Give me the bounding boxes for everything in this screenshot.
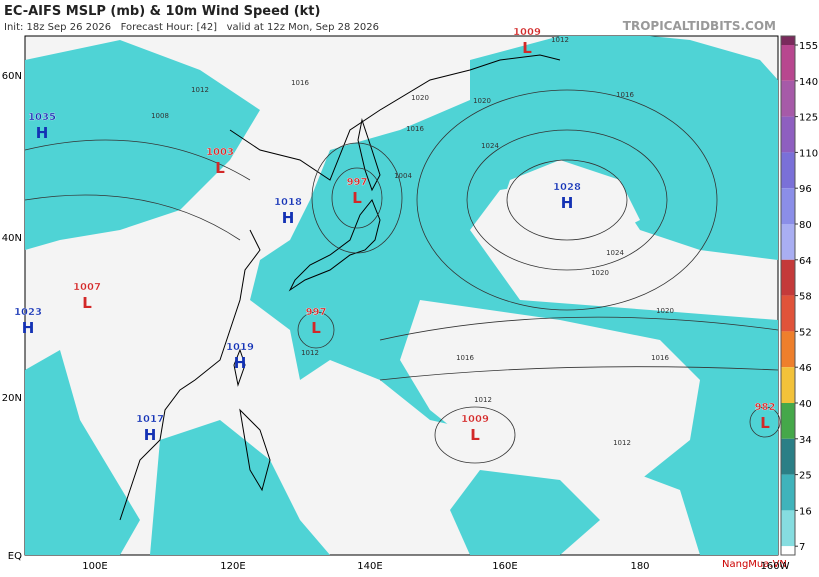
center-letter: L bbox=[82, 294, 92, 312]
isobar-label: 1020 bbox=[591, 269, 609, 277]
colorbar-segment bbox=[781, 80, 795, 117]
colorbar-segment bbox=[781, 474, 795, 511]
colorbar-label: 25 bbox=[799, 471, 812, 482]
center-letter: L bbox=[352, 189, 362, 207]
center-pressure: 1019 bbox=[226, 342, 254, 353]
isobars bbox=[24, 89, 781, 464]
center-pressure: 1009 bbox=[461, 414, 489, 425]
colorbar-segment bbox=[781, 259, 795, 296]
watermark: NangMua.VN bbox=[722, 559, 787, 570]
isobar-label: 1012 bbox=[474, 396, 492, 404]
isobar-label: 1012 bbox=[613, 439, 631, 447]
isobar-label: 1016 bbox=[456, 354, 474, 362]
colorbar-label: 58 bbox=[799, 292, 812, 303]
colorbar-label: 64 bbox=[799, 256, 812, 267]
lon-label: 140E bbox=[357, 561, 382, 572]
center-pressure: 1003 bbox=[206, 147, 234, 158]
lat-label: EQ bbox=[8, 551, 22, 562]
lon-label: 100E bbox=[82, 561, 107, 572]
lon-label: 160E bbox=[492, 561, 517, 572]
center-letter: H bbox=[561, 194, 574, 212]
isobar-label: 1016 bbox=[616, 91, 634, 99]
calm-areas bbox=[400, 160, 700, 480]
isobar-label: 1016 bbox=[291, 79, 309, 87]
isobar-label: 1024 bbox=[481, 142, 499, 150]
isobar-label: 1020 bbox=[473, 97, 491, 105]
colorbar-segment bbox=[781, 367, 795, 403]
colorbar-segment bbox=[781, 403, 795, 439]
center-pressure: 1028 bbox=[553, 182, 581, 193]
center-pressure: 982 bbox=[755, 402, 776, 413]
colorbar-segment bbox=[781, 331, 795, 368]
colorbar-label: 7 bbox=[799, 542, 805, 553]
isobar-label: 1012 bbox=[191, 86, 209, 94]
center-pressure: 1009 bbox=[513, 27, 541, 38]
colorbar-label: 52 bbox=[799, 327, 812, 338]
colorbar-segment bbox=[781, 510, 795, 547]
title: EC-AIFS MSLP (mb) & 10m Wind Speed (kt) bbox=[4, 4, 320, 19]
center-pressure: 1023 bbox=[14, 307, 42, 318]
center-letter: H bbox=[36, 124, 49, 142]
colorbar-segment bbox=[781, 546, 795, 555]
colorbar-label: 80 bbox=[799, 220, 812, 231]
source: TROPICALTIDBITS.COM bbox=[623, 19, 776, 33]
colorbar-segment bbox=[781, 188, 795, 224]
colorbar-label: 34 bbox=[799, 435, 812, 446]
center-pressure: 997 bbox=[347, 177, 368, 188]
isobar-label: 1024 bbox=[606, 249, 624, 257]
colorbar-label: 155 bbox=[799, 41, 818, 52]
isobar-label: 1016 bbox=[651, 354, 669, 362]
center-pressure: 1018 bbox=[274, 197, 302, 208]
lon-label: 120E bbox=[220, 561, 245, 572]
colorbar-segment bbox=[781, 152, 795, 189]
colorbar-segment bbox=[781, 438, 795, 475]
lon-label: 160W bbox=[761, 561, 790, 572]
colorbar-label: 40 bbox=[799, 399, 812, 410]
isobar-label: 1012 bbox=[551, 36, 569, 44]
isobar-label: 1008 bbox=[151, 112, 169, 120]
isobar-label: 1004 bbox=[394, 172, 412, 180]
lat-label: 40N bbox=[2, 233, 22, 244]
isobar-label: 1020 bbox=[656, 307, 674, 315]
center-letter: H bbox=[282, 209, 295, 227]
isobar-label: 1020 bbox=[411, 94, 429, 102]
center-letter: H bbox=[234, 354, 247, 372]
colorbar-segment bbox=[781, 116, 795, 153]
isobar-label: 1012 bbox=[301, 349, 319, 357]
map bbox=[24, 35, 781, 556]
center-letter: L bbox=[760, 414, 770, 432]
colorbar-segment bbox=[781, 36, 795, 45]
center-letter: H bbox=[144, 426, 157, 444]
colorbar-segment bbox=[781, 224, 795, 260]
colorbar-segment bbox=[781, 295, 795, 332]
colorbar-label: 125 bbox=[799, 113, 818, 124]
coastlines bbox=[119, 54, 561, 521]
lat-label: 20N bbox=[2, 393, 22, 404]
subtitle: Init: 18z Sep 26 2026 Forecast Hour: [42… bbox=[4, 22, 379, 33]
isobar-label: 1016 bbox=[406, 125, 424, 133]
center-letter: L bbox=[215, 159, 225, 177]
center-pressure: 1017 bbox=[136, 414, 164, 425]
center-letter: L bbox=[311, 319, 321, 337]
colorbar-label: 46 bbox=[799, 363, 812, 374]
colorbar-label: 140 bbox=[799, 77, 818, 88]
center-letter: L bbox=[470, 426, 480, 444]
center-pressure: 997 bbox=[306, 307, 327, 318]
colorbar-label: 96 bbox=[799, 184, 812, 195]
colorbar-label: 16 bbox=[799, 506, 812, 517]
lon-label: 180 bbox=[630, 561, 649, 572]
colorbar-label: 110 bbox=[799, 148, 818, 159]
center-pressure: 1007 bbox=[73, 282, 101, 293]
center-letter: L bbox=[522, 39, 532, 57]
center-letter: H bbox=[22, 319, 35, 337]
lat-label: 60N bbox=[2, 71, 22, 82]
center-pressure: 1035 bbox=[28, 112, 56, 123]
colorbar-segment bbox=[781, 45, 795, 81]
